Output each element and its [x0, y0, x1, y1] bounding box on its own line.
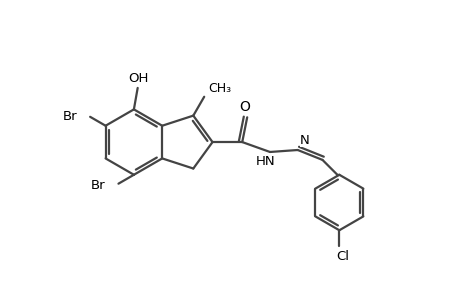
Text: Cl: Cl [335, 250, 348, 262]
Text: Br: Br [62, 110, 77, 123]
Text: CH₃: CH₃ [208, 82, 231, 95]
Text: O: O [238, 100, 249, 114]
Text: OH: OH [128, 71, 149, 85]
Text: Br: Br [91, 179, 106, 192]
Text: HN: HN [256, 155, 275, 168]
Text: N: N [299, 134, 309, 147]
